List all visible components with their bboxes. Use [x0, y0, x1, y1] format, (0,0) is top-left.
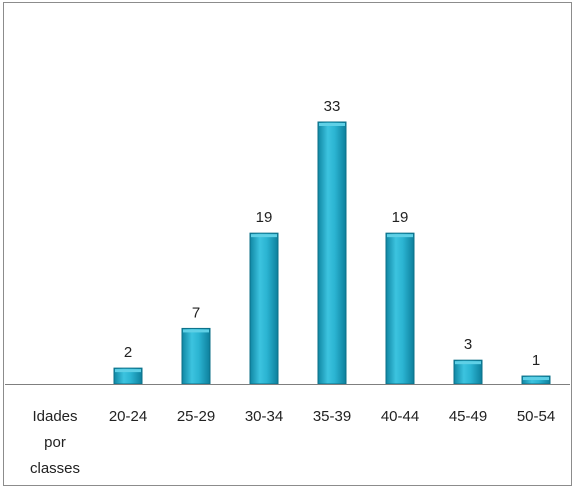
- tick-label-20-24: 20-24: [109, 408, 147, 425]
- tick-label-30-34: 30-34: [245, 408, 283, 425]
- category-axis-title-line-2: por: [44, 434, 66, 451]
- bars-layer: [113, 121, 551, 385]
- tick-label-45-49: 45-49: [449, 408, 487, 425]
- category-axis-title-line-3: classes: [30, 460, 80, 477]
- value-label-20-24: 2: [124, 344, 132, 361]
- chart-frame: 2 20-24 7 25-29 19 30-34 33 35-39 19 40-44 3 45-49 1…: [3, 2, 572, 486]
- bar-25-29: [181, 327, 211, 385]
- bar-40-44: [385, 232, 415, 385]
- value-label-40-44: 19: [392, 209, 409, 226]
- bar-35-39: [317, 121, 347, 385]
- tick-label-25-29: 25-29: [177, 408, 215, 425]
- bar-chart: 2 20-24 7 25-29 19 30-34 33 35-39 19 40-44 3 45-49 1…: [5, 98, 570, 477]
- category-axis-title-line-1: Idades: [32, 408, 77, 425]
- value-label-45-49: 3: [464, 336, 472, 353]
- bar-cap: [455, 361, 481, 365]
- value-label-25-29: 7: [192, 304, 200, 321]
- bar-50-54: [521, 375, 551, 385]
- bar-body: [385, 232, 415, 385]
- bar-body: [181, 327, 211, 385]
- tick-label-50-54: 50-54: [517, 408, 555, 425]
- bar-20-24: [113, 367, 143, 385]
- bar-45-49: [453, 359, 483, 385]
- bar-30-34: [249, 232, 279, 385]
- bar-body: [249, 232, 279, 385]
- tick-label-40-44: 40-44: [381, 408, 419, 425]
- value-label-30-34: 19: [256, 209, 273, 226]
- labels-layer: 2 20-24 7 25-29 19 30-34 33 35-39 19 40-44 3 45-49 1…: [109, 98, 555, 425]
- bar-cap: [319, 123, 345, 126]
- tick-label-35-39: 35-39: [313, 408, 351, 425]
- bar-cap: [523, 377, 549, 381]
- value-label-50-54: 1: [532, 352, 540, 369]
- value-label-35-39: 33: [324, 98, 341, 115]
- bar-cap: [387, 234, 413, 238]
- bar-cap: [183, 329, 209, 333]
- bar-cap: [115, 369, 141, 373]
- bar-cap: [251, 234, 277, 238]
- bar-body: [317, 121, 347, 385]
